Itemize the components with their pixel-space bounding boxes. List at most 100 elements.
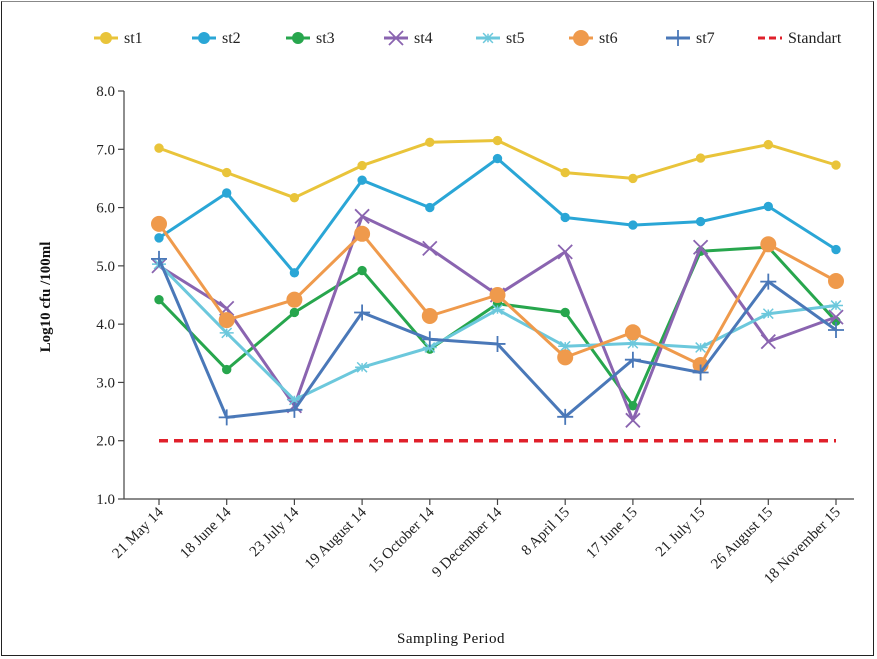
legend-item-st1: st1	[94, 30, 143, 47]
data-point-st2	[425, 202, 435, 213]
legend-item-st5: st5	[476, 30, 525, 47]
series-st3	[154, 242, 841, 411]
legend-label: st1	[124, 30, 143, 47]
legend-label: st7	[696, 30, 715, 47]
x-tick-label: 15 October 14	[366, 504, 438, 576]
y-tick-label: 5.0	[96, 259, 115, 275]
x-tick-label: 9 December 14	[429, 504, 505, 580]
data-point-st2	[492, 153, 503, 164]
data-point-st7	[692, 364, 709, 381]
data-point-st5	[761, 308, 776, 320]
legend-label: st5	[506, 30, 525, 47]
series-line-st1	[157, 139, 838, 200]
legend-label: st4	[414, 30, 433, 47]
data-point-st4	[557, 244, 573, 260]
data-point-st4	[354, 208, 370, 224]
y-tick-label: 1.0	[96, 492, 115, 508]
legend-marker	[292, 32, 304, 44]
x-axis-title: Sampling Period	[397, 631, 505, 647]
x-tick-label: 21 July 15	[653, 505, 709, 561]
x-axis: 21 May 14 18 June 14 23 July 14 19 August 1…	[110, 498, 854, 587]
legend-item-st6: st6	[569, 30, 618, 47]
legend-item-st3: st3	[286, 30, 335, 47]
data-point-st7	[557, 408, 574, 425]
y-tick-label: 4.0	[96, 317, 115, 333]
data-point-st2	[357, 175, 367, 185]
data-point-st6	[286, 291, 303, 308]
data-point-st3	[357, 265, 367, 276]
data-point-st5	[355, 361, 370, 373]
data-point-st4	[760, 333, 776, 350]
legend-marker	[573, 30, 589, 46]
data-point-st7	[828, 321, 844, 338]
data-point-st4	[828, 309, 844, 325]
data-point-st4	[422, 240, 438, 257]
data-point-st2	[222, 188, 232, 198]
legend-label: st2	[222, 30, 241, 47]
legend-item-st4: st4	[384, 30, 433, 47]
data-point-st5	[693, 342, 708, 353]
legend-marker	[388, 30, 404, 46]
y-axis: 1.0 2.0 3.0 4.0 5.0 6.0 7.0 8.0	[96, 84, 125, 508]
x-tick-label: 8 April 15	[519, 505, 573, 559]
legend-item-st2: st2	[192, 30, 241, 47]
x-tick-label: 26 August 15	[708, 505, 776, 573]
data-point-st5	[287, 394, 302, 406]
x-tick-label: 21 May 14	[110, 504, 168, 562]
data-point-st1	[763, 139, 773, 150]
y-tick-label: 8.0	[96, 84, 115, 100]
x-tick-label: 18 June 14	[177, 504, 235, 562]
data-point-st7	[286, 401, 303, 418]
data-point-st6	[151, 215, 167, 232]
series-line-st5	[157, 262, 838, 402]
data-point-st2	[289, 268, 300, 278]
data-point-st3	[289, 307, 300, 318]
series-line-st2	[157, 157, 838, 275]
data-point-st7	[624, 351, 641, 368]
series-st5	[152, 258, 843, 406]
data-point-st3	[222, 364, 232, 375]
y-tick-label: 3.0	[96, 375, 115, 391]
data-point-st1	[357, 160, 367, 171]
series-st7	[151, 250, 844, 426]
data-point-st5	[625, 337, 640, 349]
data-point-st1	[289, 192, 300, 203]
data-point-st1	[695, 153, 706, 163]
data-point-st2	[763, 201, 773, 212]
data-point-st6	[354, 225, 371, 242]
data-point-st3	[154, 294, 164, 305]
legend-label: st3	[316, 30, 335, 47]
data-point-st4	[692, 239, 709, 255]
legend-marker	[670, 30, 686, 46]
data-point-st4	[625, 412, 641, 428]
data-point-st2	[560, 212, 570, 223]
data-point-st7	[218, 409, 235, 426]
data-point-st2	[695, 216, 706, 227]
y-tick-label: 7.0	[96, 142, 115, 158]
data-point-st7	[760, 273, 777, 290]
data-point-st1	[154, 143, 164, 153]
legend-marker	[198, 32, 210, 44]
data-point-st7	[354, 304, 371, 321]
legend-marker	[481, 32, 495, 44]
legend-item-st7: st7	[666, 30, 715, 47]
series-st1	[154, 135, 841, 203]
data-point-st5	[219, 327, 234, 339]
legend-marker	[100, 32, 112, 44]
y-tick-label: 2.0	[96, 434, 115, 450]
data-point-st5	[558, 340, 573, 352]
y-axis-title: Log10 cfu /100ml	[38, 242, 54, 353]
series-st6	[151, 215, 844, 373]
legend-label: Standart	[788, 30, 842, 47]
series-line-st4	[157, 214, 838, 422]
x-tick-label: 17 June 15	[583, 505, 640, 562]
data-point-st6	[489, 287, 506, 303]
data-point-st1	[560, 167, 570, 178]
data-point-st6	[828, 273, 844, 290]
data-point-st6	[218, 312, 235, 329]
series-st2	[154, 153, 841, 278]
x-tick-label: 19 August 14	[302, 504, 370, 572]
data-point-st1	[492, 135, 503, 146]
